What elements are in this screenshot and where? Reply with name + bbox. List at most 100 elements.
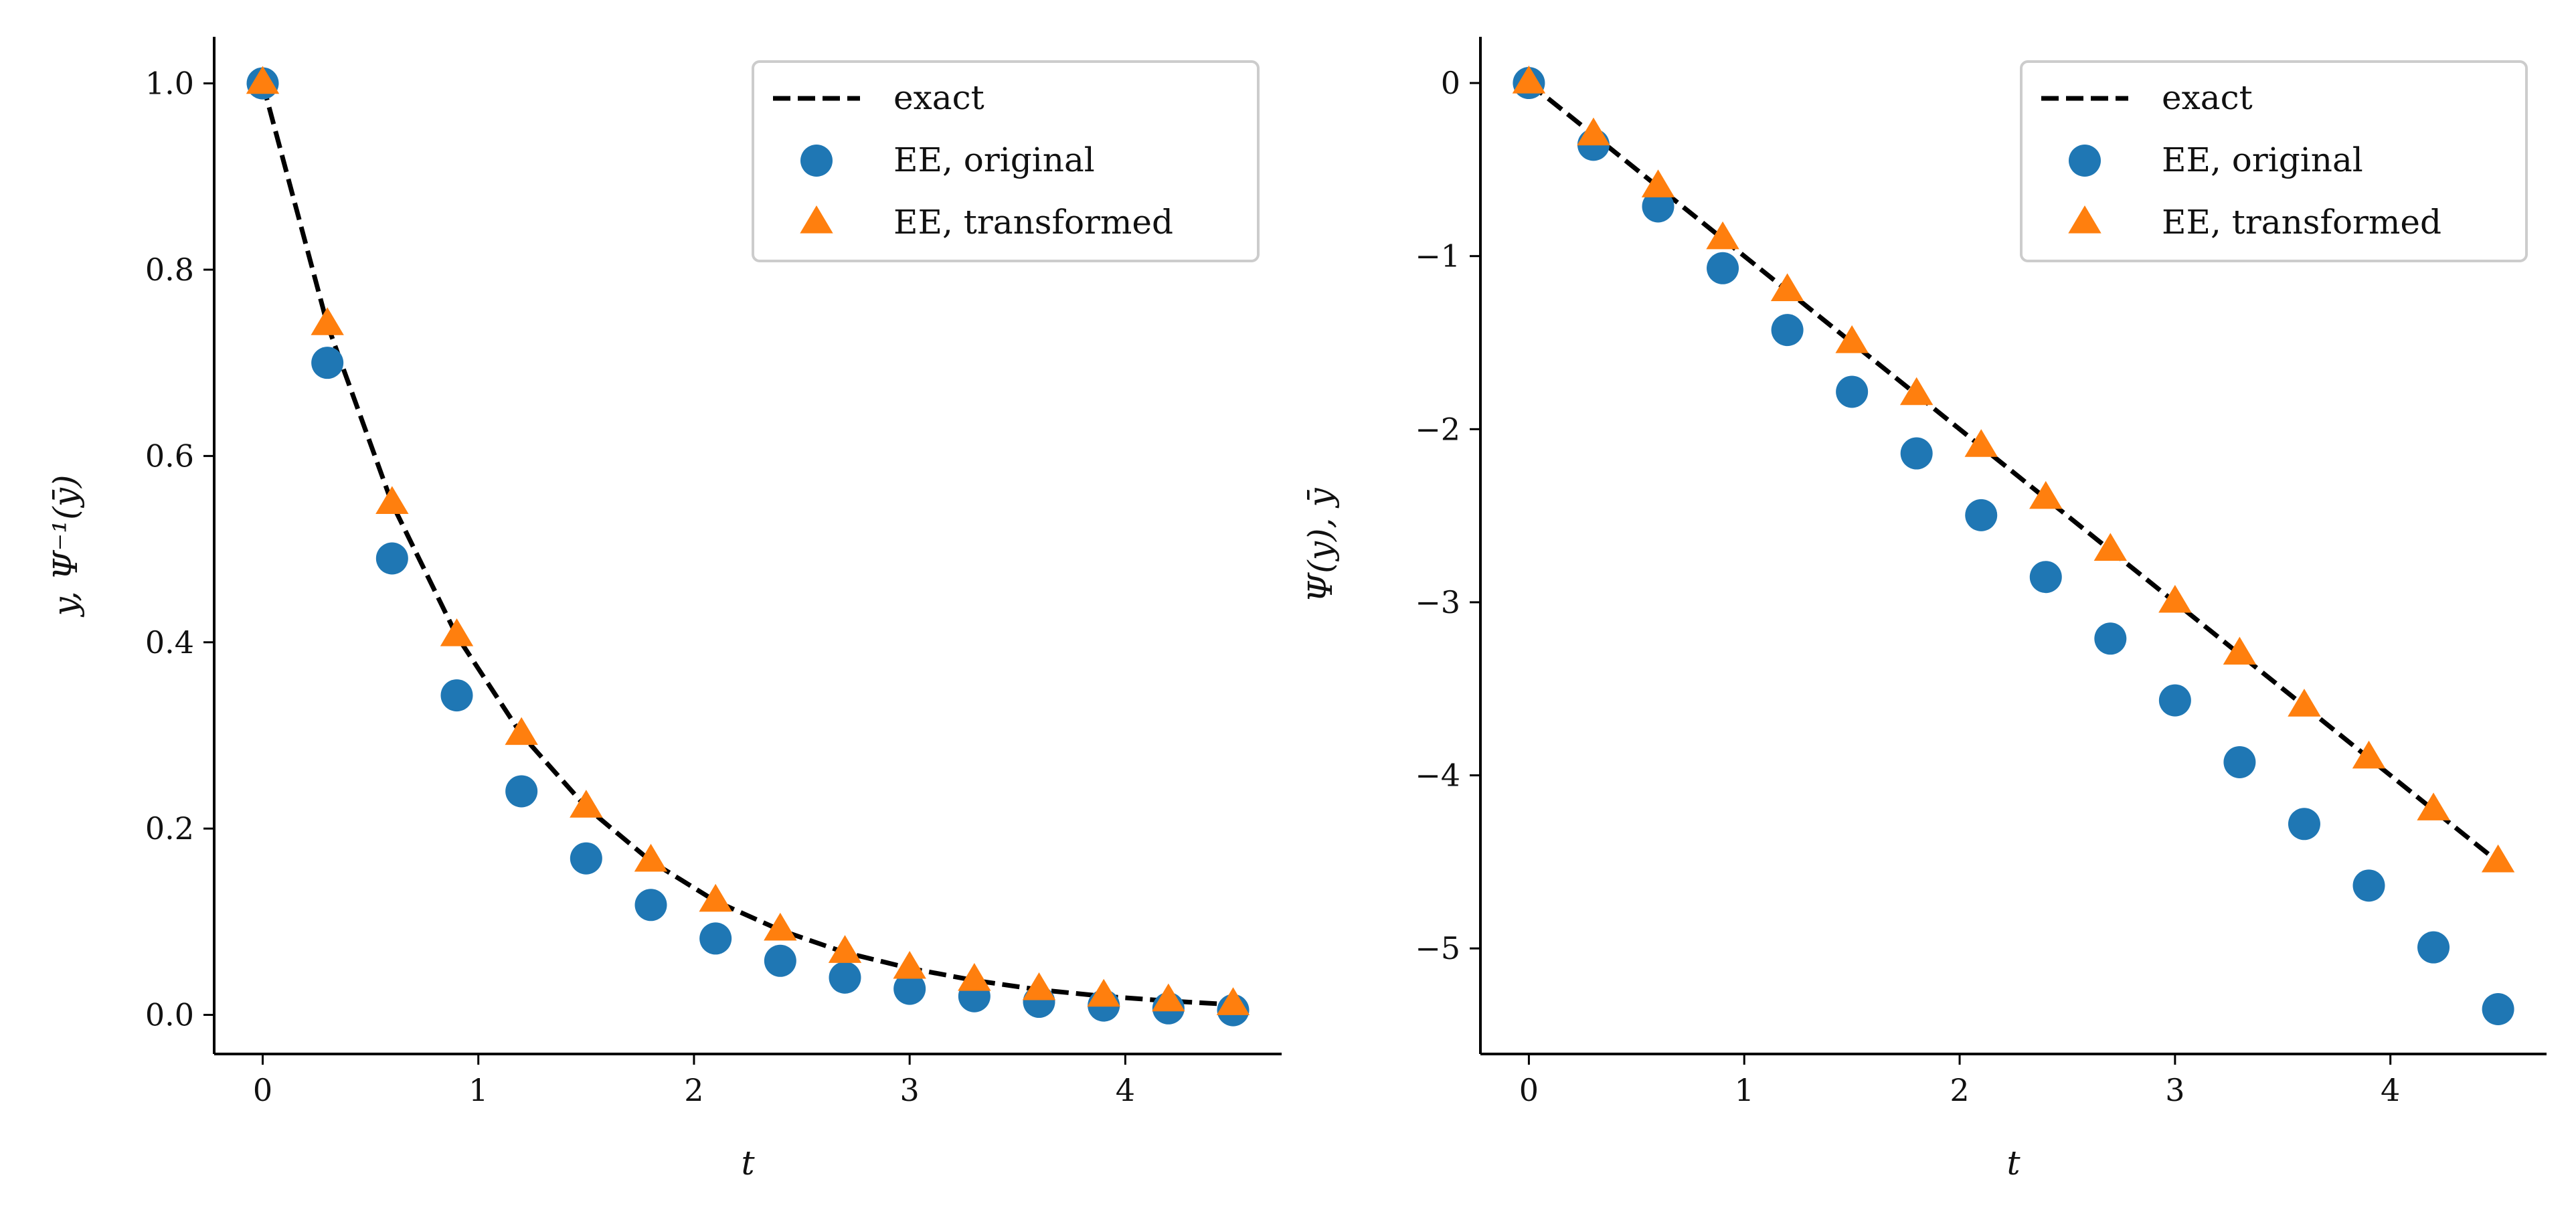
exact-dashed-line bbox=[1527, 81, 2500, 864]
ee-transformed-point bbox=[505, 717, 538, 745]
y-tick-label: 1.0 bbox=[145, 66, 194, 102]
series-dashed-line bbox=[1527, 81, 2500, 864]
ee-transformed-point bbox=[828, 935, 862, 963]
x-axis-label: t bbox=[2006, 1144, 2021, 1182]
ee-transformed-point bbox=[1022, 972, 1056, 1000]
ee-transformed-point bbox=[1641, 169, 1675, 197]
ee-original-point bbox=[2288, 808, 2320, 841]
ee-transformed-point bbox=[2093, 533, 2128, 561]
legend-circle-icon bbox=[2069, 145, 2101, 177]
ee-transformed-point bbox=[2223, 636, 2257, 665]
legend-circle-icon bbox=[800, 145, 833, 177]
ee-original-point bbox=[2094, 622, 2127, 655]
ee-original-point bbox=[893, 972, 926, 1005]
ee-original-point bbox=[764, 944, 796, 977]
ee-transformed-point bbox=[375, 486, 409, 514]
x-tick-label: 1 bbox=[1735, 1072, 1754, 1108]
ee-transformed-point bbox=[2029, 480, 2063, 509]
ee-original-point bbox=[440, 679, 473, 712]
ee-original-point bbox=[634, 889, 667, 921]
x-tick-label: 4 bbox=[2381, 1072, 2400, 1108]
ee-transformed-point bbox=[311, 307, 344, 335]
ee-transformed-point bbox=[1216, 987, 1250, 1015]
ee-original-point bbox=[1771, 314, 1804, 347]
ee-original-point bbox=[2417, 931, 2450, 964]
ee-original-point bbox=[1642, 190, 1675, 223]
exact-dashed-line bbox=[260, 82, 1233, 1007]
x-tick-label: 1 bbox=[468, 1072, 488, 1108]
ee-transformed-point bbox=[1577, 117, 1610, 146]
legend-label: EE, transformed bbox=[893, 203, 1173, 242]
legend-triangle-icon bbox=[800, 205, 833, 234]
ee-original-point bbox=[2223, 745, 2256, 778]
y-tick-label: 0.2 bbox=[145, 810, 194, 847]
ee-original-point bbox=[1707, 252, 1739, 284]
ee-transformed-point bbox=[2288, 689, 2321, 717]
y-axis-label: y, Ψ⁻¹(ȳ) bbox=[46, 475, 85, 618]
legend-frame bbox=[752, 60, 1260, 262]
series-triangle bbox=[1512, 66, 2515, 873]
legend-triangle-icon bbox=[2068, 205, 2101, 234]
ee-transformed-point bbox=[2481, 844, 2515, 873]
x-tick-label: 2 bbox=[1950, 1072, 1969, 1108]
x-tick-label: 0 bbox=[1519, 1072, 1539, 1108]
y-tick-label: 0.6 bbox=[145, 438, 194, 474]
series-circle bbox=[1513, 67, 2514, 1026]
y-tick-label: −1 bbox=[1415, 238, 1460, 274]
ee-original-point bbox=[2482, 993, 2514, 1026]
ee-original-point bbox=[311, 347, 344, 379]
ee-original-point bbox=[1836, 375, 1869, 408]
x-tick-label: 3 bbox=[900, 1072, 920, 1108]
right-panel: 0 1 2 3 4 0 −1 −2 −3 −4 −5 t Ψ(y), ȳ exact EE, origina… bbox=[1301, 37, 2547, 1182]
ee-transformed-point bbox=[2417, 792, 2450, 820]
y-tick-label: −5 bbox=[1415, 930, 1460, 966]
x-tick-label: 0 bbox=[253, 1072, 272, 1108]
ee-transformed-point bbox=[1087, 978, 1120, 1007]
ee-transformed-point bbox=[764, 912, 797, 941]
ee-original-point bbox=[570, 842, 602, 875]
ee-original-point bbox=[2158, 684, 2191, 717]
ee-original-point bbox=[1900, 437, 1933, 470]
ee-original-point bbox=[2352, 869, 2385, 902]
y-tick-label: 0.8 bbox=[145, 252, 194, 288]
ee-transformed-point bbox=[1152, 983, 1185, 1012]
ee-transformed-point bbox=[958, 963, 991, 991]
y-tick-label: 0.0 bbox=[145, 997, 194, 1033]
ee-transformed-point bbox=[1770, 273, 1804, 302]
legend-label: EE, original bbox=[2162, 141, 2363, 179]
y-tick-label: −4 bbox=[1415, 758, 1460, 794]
y-tick-label: 0.4 bbox=[145, 624, 194, 661]
ee-transformed-point bbox=[570, 790, 603, 818]
ee-original-point bbox=[699, 922, 732, 955]
ee-transformed-point bbox=[1512, 66, 1546, 94]
ee-original-point bbox=[2029, 561, 2062, 594]
y-tick-label: −2 bbox=[1415, 411, 1460, 447]
ee-transformed-point bbox=[1964, 429, 1998, 457]
legend-label: EE, original bbox=[893, 141, 1095, 179]
y-tick-label: 0 bbox=[1441, 65, 1460, 101]
left-panel: 0 1 2 3 4 0.0 0.2 0.4 0.6 0.8 1.0 t y, Ψ⁻¹(ȳ) exact EE… bbox=[46, 37, 1282, 1182]
legend-label: exact bbox=[893, 78, 984, 117]
ee-transformed-point bbox=[2352, 740, 2386, 769]
legend: exact EE, original EE, transformed bbox=[752, 60, 1260, 262]
ee-transformed-point bbox=[1899, 377, 1934, 406]
x-axis-label: t bbox=[741, 1144, 755, 1182]
ee-transformed-point bbox=[1706, 221, 1739, 250]
ee-transformed-point bbox=[699, 883, 732, 912]
ee-transformed-point bbox=[634, 843, 668, 872]
y-axis-label: Ψ(y), ȳ bbox=[1301, 488, 1340, 603]
ee-transformed-point bbox=[893, 950, 926, 979]
ee-original-point bbox=[1965, 499, 1998, 531]
x-tick-label: 3 bbox=[2165, 1072, 2184, 1108]
ee-transformed-point bbox=[246, 66, 280, 94]
legend-label: exact bbox=[2162, 78, 2253, 117]
series-dashed-line bbox=[260, 82, 1233, 1007]
x-tick-label: 4 bbox=[1116, 1072, 1135, 1108]
ee-original-point bbox=[505, 775, 538, 808]
x-tick-label: 2 bbox=[684, 1072, 703, 1108]
legend-label: EE, transformed bbox=[2162, 203, 2441, 242]
y-tick-label: −3 bbox=[1415, 584, 1460, 620]
ee-original-point bbox=[375, 542, 408, 575]
ee-transformed-point bbox=[440, 618, 474, 646]
